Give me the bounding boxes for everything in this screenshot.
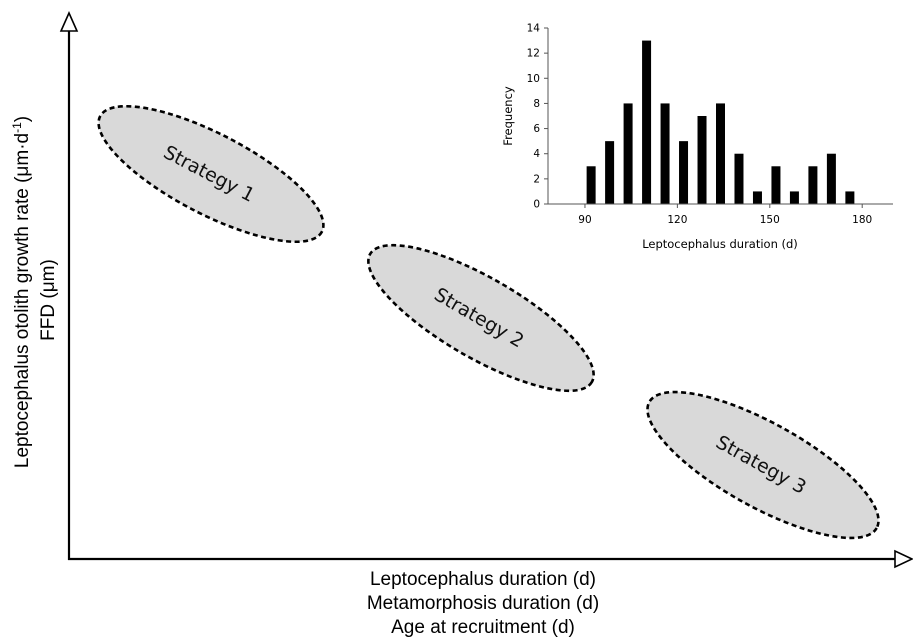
histogram-bar (826, 153, 836, 204)
inset-y-tick-label: 12 (527, 48, 540, 60)
histogram-bar (623, 103, 633, 204)
main-y-label-line1: Leptocephalus otolith growth rate (μm·d-… (10, 116, 33, 468)
main-y-label-line2: FFD (μm) (38, 259, 59, 341)
main-axes (59, 11, 913, 569)
histogram-bar (752, 191, 762, 204)
histogram-bar (679, 141, 689, 204)
main-x-label-1: Leptocephalus duration (d) (370, 569, 596, 590)
inset-x-label: Leptocephalus duration (d) (642, 237, 798, 251)
strategy-1: Strategy 1 (97, 104, 325, 244)
histogram-bar (605, 141, 615, 204)
inset-y-ticks: 0 2 4 6 8 10 12 14 (527, 23, 548, 211)
main-x-label-2: Metamorphosis duration (d) (367, 593, 599, 614)
inset-y-label: Frequency (501, 86, 515, 146)
inset-y-tick-label: 4 (533, 148, 540, 160)
inset-histogram: 0 2 4 6 8 10 12 14 90 120 150 180 Leptocephalus du… (501, 23, 893, 251)
inset-x-ticks: 90 120 150 180 (578, 204, 872, 226)
histogram-bar (697, 116, 707, 204)
inset-y-tick-label: 10 (527, 73, 540, 85)
strategy-1-ellipse (97, 104, 325, 244)
main-x-label-3: Age at recruitment (d) (391, 617, 575, 638)
x-axis-arrowhead (894, 549, 913, 569)
strategy-2: Strategy 2 (367, 243, 595, 393)
y-axis-arrowhead (59, 11, 79, 32)
histogram-bar (660, 103, 670, 204)
histogram-bar (845, 191, 855, 204)
histogram-bar (771, 166, 781, 204)
inset-y-tick-label: 6 (533, 123, 540, 135)
inset-y-tick-label: 0 (533, 199, 540, 211)
inset-bars (586, 40, 855, 205)
histogram-bar (642, 40, 652, 205)
inset-x-tick-label: 150 (760, 214, 780, 226)
strategy-2-ellipse (367, 243, 595, 393)
inset-y-tick-label: 2 (533, 173, 540, 185)
inset-x-tick-label: 120 (667, 214, 687, 226)
strategy-3-ellipse (646, 390, 880, 540)
histogram-bar (808, 166, 818, 204)
inset-y-tick-label: 14 (527, 23, 541, 35)
histogram-bar (586, 166, 596, 204)
inset-y-tick-label: 8 (533, 98, 540, 110)
strategy-3: Strategy 3 (646, 390, 880, 540)
histogram-bar (789, 191, 799, 204)
inset-x-tick-label: 180 (852, 214, 872, 226)
histogram-bar (716, 103, 725, 204)
inset-x-tick-label: 90 (578, 214, 591, 226)
histogram-bar (734, 153, 744, 204)
